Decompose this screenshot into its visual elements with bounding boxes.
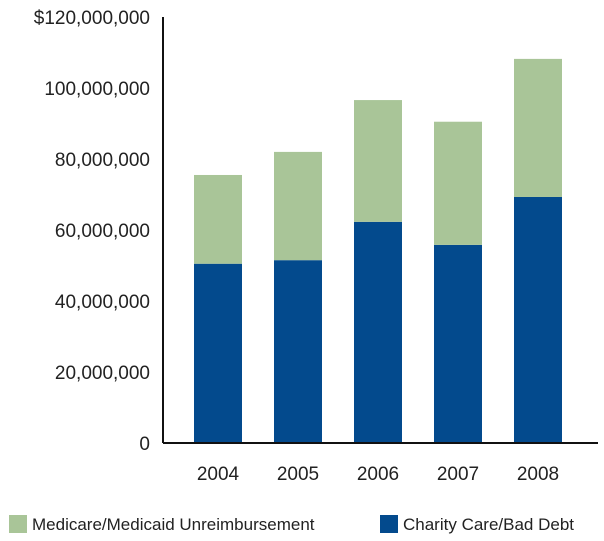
y-tick-label: 60,000,000 (55, 221, 150, 242)
bar-segment (514, 196, 562, 443)
legend-swatch (9, 515, 27, 533)
legend-item: Medicare/Medicaid Unreimbursement (9, 515, 315, 534)
bar-segment (274, 151, 322, 261)
x-tick-label: 2005 (277, 464, 319, 485)
bars-group (194, 58, 562, 443)
y-tick-label: 80,000,000 (55, 150, 150, 171)
y-tick-label: $120,000,000 (34, 8, 150, 29)
x-tick-label: 2004 (197, 464, 240, 485)
legend-label: Medicare/Medicaid Unreimbursement (32, 515, 315, 534)
x-tick-label: 2008 (517, 464, 559, 485)
bar-segment (354, 221, 402, 443)
y-tick-label: 20,000,000 (55, 363, 150, 384)
y-tick-label: 40,000,000 (55, 292, 150, 313)
bar-segment (354, 100, 402, 222)
x-tick-label: 2006 (357, 464, 399, 485)
legend-label: Charity Care/Bad Debt (403, 515, 574, 534)
bar-segment (434, 121, 482, 245)
y-tick-label: 100,000,000 (44, 79, 150, 100)
bar-segment (514, 58, 562, 197)
legend-item: Charity Care/Bad Debt (380, 515, 574, 534)
legend: Medicare/Medicaid Unreimbursement Charity… (9, 515, 574, 534)
legend-swatch (380, 515, 398, 533)
y-axis-ticks: 0 20,000,000 40,000,000 60,000,000 80,000,00… (34, 8, 150, 455)
bar-segment (274, 260, 322, 443)
y-tick-label: 0 (139, 434, 150, 455)
bar-segment (194, 263, 242, 443)
bar-segment (434, 244, 482, 443)
x-axis-ticks: 2004 2005 2006 2007 2008 (197, 464, 559, 485)
bar-segment (194, 174, 242, 264)
x-tick-label: 2007 (437, 464, 479, 485)
